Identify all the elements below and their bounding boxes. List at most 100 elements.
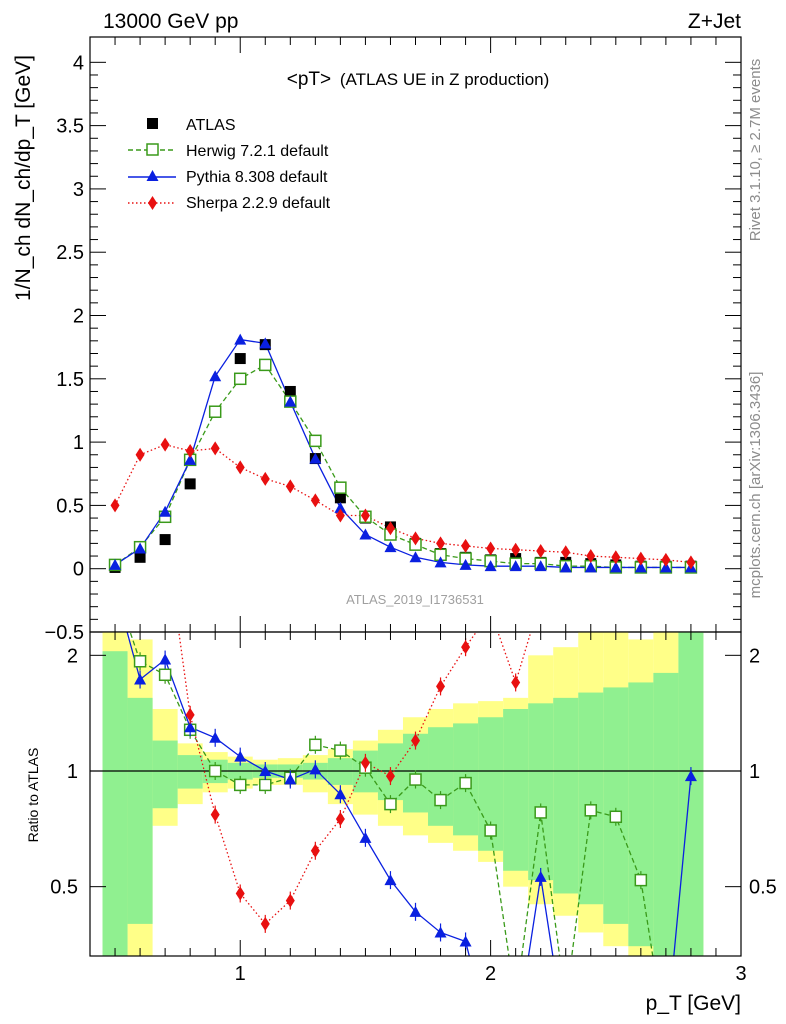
- ratio-point-herwig: [233, 778, 247, 792]
- main-point-sherpa: [536, 543, 546, 558]
- ratio-green-band-bin: [503, 708, 529, 871]
- ratio-y-tick-label: 1: [67, 761, 78, 783]
- main-point-pythia: [259, 337, 272, 349]
- main-point-atlas: [184, 478, 196, 490]
- x-tick-label: 1: [235, 963, 246, 985]
- rivet-version-label: Rivet 3.1.10, ≥ 2.7M events: [747, 59, 764, 242]
- main-point-sherpa: [436, 536, 446, 551]
- legend-pythia-marker: [146, 170, 159, 181]
- ratio-point-sherpa: [185, 707, 195, 722]
- ratio-green-band-bin: [578, 692, 604, 905]
- legend: ATLAS Herwig 7.2.1 default Pythia 8.308 …: [128, 117, 331, 212]
- ratio-bands: [102, 632, 704, 956]
- ratio-point-pythia: [184, 721, 197, 733]
- main-point-pythia: [509, 560, 522, 572]
- main-y-tick-label: −0.5: [45, 622, 84, 644]
- ratio-green-band-bin: [553, 697, 579, 894]
- main-point-sherpa: [486, 541, 496, 556]
- main-point-sherpa: [686, 555, 696, 570]
- legend-pythia-label: Pythia 8.308 default: [186, 169, 328, 186]
- legend-atlas-marker: [147, 118, 158, 129]
- ratio-point-pythia: [534, 870, 547, 882]
- main-point-herwig: [208, 405, 222, 418]
- main-point-herwig: [334, 481, 347, 494]
- ratio-point-pythia: [409, 905, 422, 917]
- ratio-green-band-bin: [653, 672, 679, 956]
- main-y-tick-label: 3: [73, 179, 84, 201]
- main-point-pythia: [234, 333, 247, 345]
- main-y-tick-label: 4: [73, 52, 84, 74]
- main-point-sherpa: [210, 441, 220, 456]
- ratio-point-sherpa: [411, 733, 420, 748]
- header-process-label: Z+Jet: [688, 10, 741, 33]
- main-point-pythia: [209, 370, 222, 382]
- main-y-axis-label: 1/N_ch dN_ch/dp_T [GeV]: [12, 55, 35, 301]
- main-point-atlas: [334, 492, 346, 504]
- main-point-atlas: [159, 534, 171, 546]
- main-point-pythia: [459, 558, 472, 570]
- ratio-green-band-bin: [528, 703, 554, 881]
- main-point-pythia: [159, 505, 172, 517]
- ratio-point-herwig: [534, 806, 547, 819]
- main-point-herwig: [233, 372, 247, 386]
- ratio-point-pythia: [209, 731, 222, 743]
- analysis-watermark: ATLAS_2019_I1736531: [346, 592, 484, 607]
- main-point-sherpa: [360, 508, 370, 523]
- main-point-pythia: [434, 556, 447, 568]
- ratio-point-pythia: [159, 653, 172, 665]
- ratio-point-pythia: [134, 673, 147, 685]
- main-point-sherpa: [561, 545, 571, 560]
- ratio-point-pythia: [334, 788, 347, 800]
- ratio-point-sherpa: [461, 640, 471, 655]
- ratio-point-herwig: [384, 797, 397, 811]
- main-y-tick-label: 1: [73, 432, 84, 454]
- main-point-pythia: [184, 453, 197, 465]
- main-y-tick-label: 0.5: [56, 495, 84, 517]
- main-point-pythia: [384, 541, 397, 553]
- main-point-sherpa: [110, 498, 120, 513]
- ratio-point-herwig: [434, 793, 447, 807]
- main-point-atlas: [234, 353, 246, 365]
- main-point-sherpa: [511, 542, 521, 557]
- main-point-sherpa: [285, 479, 295, 494]
- main-point-sherpa: [135, 447, 145, 462]
- x-tick-label: 3: [735, 963, 746, 985]
- main-point-pythia: [359, 528, 372, 540]
- ratio-point-sherpa: [511, 675, 521, 690]
- main-point-pythia: [584, 561, 597, 573]
- main-point-pythia: [409, 551, 422, 563]
- main-point-pythia: [609, 561, 622, 573]
- main-point-sherpa: [160, 437, 170, 452]
- ratio-point-herwig: [609, 810, 623, 824]
- legend-herwig-marker: [146, 143, 159, 156]
- legend-sherpa-label: Sherpa 2.2.9 default: [186, 195, 331, 212]
- main-point-herwig: [259, 358, 272, 372]
- main-y-tick-label: 2: [73, 306, 84, 328]
- main-point-pythia: [109, 558, 122, 570]
- ratio-point-herwig: [459, 776, 472, 790]
- main-point-pythia: [484, 560, 497, 572]
- ratio-point-sherpa: [385, 769, 395, 784]
- ratio-point-pythia: [234, 750, 247, 762]
- main-point-sherpa: [185, 443, 195, 458]
- ratio-green-band-bin: [127, 697, 153, 924]
- main-point-pythia: [634, 561, 647, 573]
- main-point-sherpa: [586, 549, 596, 564]
- main-point-sherpa: [235, 460, 245, 475]
- ratio-point-herwig: [309, 738, 322, 752]
- main-line-herwig: [114, 364, 691, 569]
- main-y-tick-label: 2.5: [56, 242, 84, 264]
- plot-title-sub: (ATLAS UE in Z production): [340, 70, 549, 89]
- ratio-green-band-bin: [603, 687, 629, 924]
- legend-herwig-label: Herwig 7.2.1 default: [186, 143, 329, 160]
- header-energy-label: 13000 GeV pp: [103, 10, 238, 33]
- ratio-y-tick-label-right: 1: [749, 761, 760, 783]
- main-point-sherpa: [411, 531, 420, 546]
- ratio-line-pythia: [126, 632, 692, 956]
- main-point-sherpa: [661, 552, 671, 567]
- main-point-atlas: [134, 551, 146, 563]
- main-point-sherpa: [461, 538, 471, 553]
- ratio-point-sherpa: [210, 807, 220, 822]
- ratio-point-herwig: [133, 655, 147, 668]
- ratio-point-pythia: [684, 770, 697, 782]
